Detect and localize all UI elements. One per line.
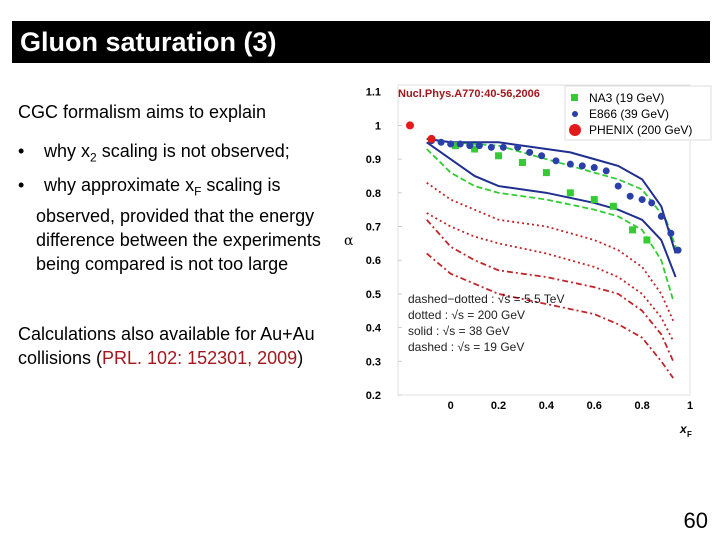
e866-data-point <box>466 142 474 150</box>
title-bar: Gluon saturation (3) <box>12 21 710 63</box>
e866-data-point <box>590 164 598 172</box>
e866-data-point <box>456 140 464 148</box>
theory-curve-dashdot <box>426 219 675 362</box>
page-number: 60 <box>683 508 708 533</box>
na3-data-point <box>629 226 637 234</box>
e866-data-point <box>538 152 546 160</box>
theory-curve-solid <box>426 137 677 254</box>
e866-data-point <box>566 160 574 168</box>
theory-curve-dashdot <box>426 252 674 379</box>
na3-data-point <box>471 145 479 153</box>
curve-legend-label: dotted : √s = 200 GeV <box>408 308 525 322</box>
na3-data-point <box>518 159 526 166</box>
na3-data-point <box>609 202 617 210</box>
y-tick-label: 0.6 <box>366 255 381 267</box>
na3-data-point <box>643 236 651 244</box>
e866-data-point <box>578 162 586 170</box>
calc-text-main: Calculations also available for Au+Au co… <box>18 324 315 368</box>
reference-label: Nucl.Phys.A770:40-56,2006 <box>398 88 540 100</box>
theory-curve-dashed <box>426 138 679 254</box>
e866-data-point <box>526 148 534 156</box>
legend-marker-phenix <box>569 124 581 136</box>
na3-data-point <box>590 196 598 204</box>
y-tick-label: 0.5 <box>366 289 381 301</box>
theory-curve-dashed <box>426 148 675 301</box>
x-tick-label: 0.2 <box>491 400 506 412</box>
e866-data-point <box>552 157 560 165</box>
y-tick-label: 0.7 <box>366 222 381 234</box>
na3-data-point <box>542 169 550 177</box>
x-axis-label-sub: F <box>687 430 692 439</box>
e866-data-point <box>648 199 656 207</box>
slide-title: Gluon saturation (3) <box>20 27 277 57</box>
y-tick-label: 0.8 <box>366 188 381 200</box>
y-axis-label: α <box>344 233 354 249</box>
na3-data-point <box>566 189 574 197</box>
calc-reference: PRL. 102: 152301, 2009 <box>102 348 298 368</box>
bullet-dot-1: • <box>18 141 25 161</box>
x-tick-label: 0.4 <box>539 400 555 412</box>
legend-box <box>564 85 712 141</box>
phenix-data-point <box>405 121 414 130</box>
bullet-2: why approximate xF scaling is observed, … <box>36 173 326 276</box>
legend-marker-na3 <box>571 94 578 101</box>
bullet-1-sub: 2 <box>90 150 97 165</box>
e866-data-point <box>626 192 634 200</box>
curve-legend-label: solid : √s = 38 GeV <box>408 324 510 338</box>
legend-label: PHENIX (200 GeV) <box>589 123 692 137</box>
e866-data-point <box>437 138 445 146</box>
alpha-vs-xf-chart: 0.2 0.3 0.4 0.5 0.6 0.7 0.8 0.9 1 1.1 0 0.2 0.4 0.6 0.… <box>344 84 712 439</box>
curve-legend-label: dashed : √s = 19 GeV <box>408 340 524 354</box>
legend-marker-e866 <box>572 111 578 117</box>
e866-data-point <box>667 229 675 237</box>
y-tick-label: 1 <box>375 120 381 132</box>
bullet-dot-2: • <box>18 175 25 195</box>
bullet-1-prefix: why x <box>44 141 91 161</box>
bullet-2-suffix: scaling is observed, provided that the e… <box>36 175 321 274</box>
calc-text: Calculations also available for Au+Au co… <box>18 322 358 370</box>
bullet-1: why x2 scaling is not observed; <box>44 139 344 170</box>
calc-close: ) <box>297 348 304 368</box>
theory-curve-solid <box>426 141 677 278</box>
e866-data-point <box>514 143 522 151</box>
legend-label: NA3 (19 GeV) <box>589 91 664 105</box>
curve-legend-label: dashed−dotted : √s = 5.5 TeV <box>408 292 564 306</box>
bullet-2-prefix: why approximate x <box>44 175 195 195</box>
bullet-1-suffix: scaling is not observed; <box>96 141 290 161</box>
phenix-data-point <box>427 134 436 143</box>
y-tick-label: 0.9 <box>366 154 381 166</box>
y-tick-label: 0.4 <box>366 323 382 335</box>
e866-data-point <box>638 196 646 204</box>
bullet-2-sub: F <box>194 184 202 199</box>
na3-data-point <box>495 152 503 160</box>
y-tick-label: 0.2 <box>366 390 381 402</box>
legend-label: E866 (39 GeV) <box>589 107 669 121</box>
e866-data-point <box>674 246 682 254</box>
y-tick-label: 1.1 <box>366 87 381 99</box>
e866-data-point <box>487 143 495 151</box>
x-tick-label: 0 <box>448 400 454 412</box>
na3-data-point <box>451 142 459 150</box>
x-tick-label: 0.8 <box>634 400 649 412</box>
x-tick-label: 1 <box>687 400 693 412</box>
theory-curve-dotted <box>426 212 675 342</box>
e866-data-point <box>657 212 665 220</box>
e866-data-point <box>475 142 483 150</box>
x-tick-label: 0.6 <box>587 400 602 412</box>
theory-curve-dotted <box>426 181 675 322</box>
intro-text: CGC formalism aims to explain <box>18 102 267 122</box>
e866-data-point <box>447 140 455 148</box>
y-tick-label: 0.3 <box>366 356 381 368</box>
e866-data-point <box>602 167 610 175</box>
x-axis-label: x <box>679 422 688 436</box>
e866-data-point <box>614 182 622 190</box>
e866-data-point <box>499 143 507 151</box>
